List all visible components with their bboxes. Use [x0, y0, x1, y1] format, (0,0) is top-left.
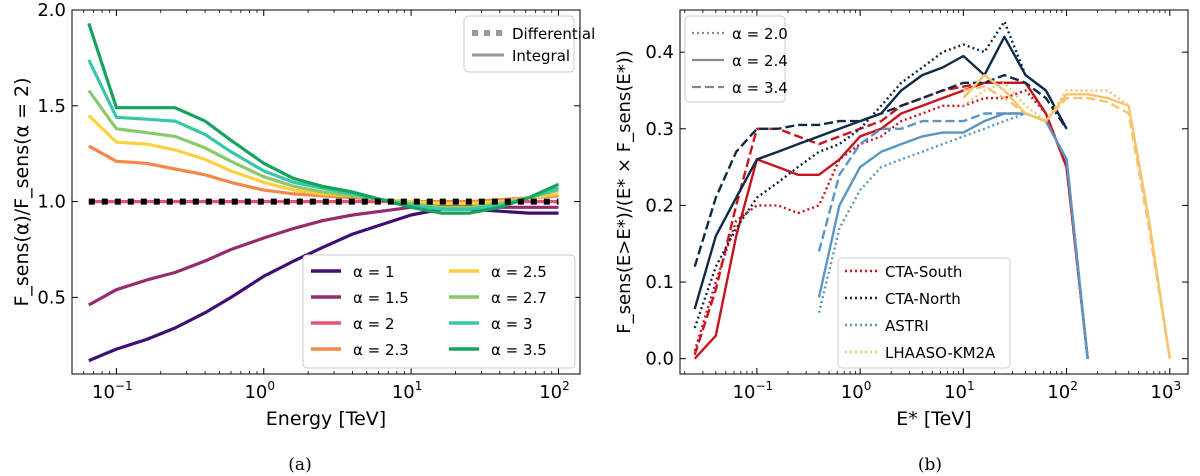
- panel-b-x-tick-label: 100: [841, 379, 872, 403]
- panel-b-instrument-legend-label: CTA-South: [885, 263, 962, 281]
- panel-a-alpha-legend-label: α = 3.5: [491, 341, 547, 359]
- panel-a-alpha-legend-label: α = 1.5: [353, 289, 409, 307]
- panel-b-series-cta-north-alpha-2-0: [693, 20, 1068, 329]
- panel-b-y-tick-label: 0.1: [645, 272, 674, 293]
- panel-a-y-tick-label: 1.0: [37, 192, 66, 213]
- panel-b-x-tick-label: 102: [1047, 379, 1078, 403]
- panel-b-caption: (b): [918, 455, 942, 475]
- panel-a-series-2-7: [87, 89, 559, 209]
- panel-a-style-legend-label: Differential: [512, 25, 595, 43]
- panel-a-x-tick-label: 102: [539, 379, 570, 403]
- panel-b-style-legend-label: α = 3.4: [732, 79, 788, 97]
- panel-b-x-tick-label: 10−1: [733, 379, 774, 403]
- panel-a-series-3-5: [87, 22, 560, 215]
- panel-a-series-3: [87, 59, 559, 211]
- panel-b-y-axis-label: F_sens(E>E*)/(E* × F_sens(E*)): [614, 50, 635, 333]
- panel-b-instrument-legend-label: LHAASO-KM2A: [885, 344, 996, 362]
- panel-b-instrument-legend-frame: [837, 257, 1011, 369]
- panel-a-y-axis-label: F_sens(α)/F_sens(α = 2): [11, 77, 33, 306]
- panel-a-y-tick-label: 1.5: [37, 96, 66, 117]
- panel-b-style-legend: α = 2.0 α = 2.4 α = 3.4: [684, 15, 788, 103]
- panel-b-style-legend-frame: [684, 15, 786, 103]
- panel-b-style-legend-label: α = 2.0: [732, 25, 788, 43]
- panel-a-y-tick-label: 2.0: [37, 0, 66, 21]
- panel-b-x-tick-label: 101: [944, 379, 975, 403]
- panel-b-y-tick-label: 0.2: [645, 195, 674, 216]
- panel-b-series-lhaaso-km2a-alpha-2-4: [962, 73, 1171, 359]
- panel-b-plot-frame: [679, 9, 1189, 375]
- panel-a-y-tick-label: 0.5: [37, 287, 66, 308]
- panel-a-alpha-legend-label: α = 2.5: [491, 263, 547, 281]
- panel-a-x-axis-label: Energy [TeV]: [266, 408, 386, 430]
- panel-a-caption: (a): [288, 455, 311, 475]
- panel-b-integral-sensitivity-chart: 10−1 100 101 102 103 0.0 0.1 0.2 0.3 0.4 E* [TeV] F…: [614, 9, 1189, 475]
- panel-a-x-tick-label: 10−1: [92, 379, 133, 403]
- panel-a-series-2-5: [87, 114, 559, 206]
- panel-b-instrument-legend-label: ASTRI: [885, 317, 929, 335]
- panel-a-plot-frame: [71, 9, 581, 375]
- panel-b-series-cta-south-alpha-2-0: [693, 89, 1089, 359]
- panel-a-x-tick-label: 101: [392, 379, 423, 403]
- panel-b-series-lhaaso-km2a-alpha-3-4: [963, 85, 1171, 359]
- panel-a-style-legend-frame: [463, 15, 575, 73]
- panel-a-alpha-legend-label: α = 1: [353, 263, 395, 281]
- panel-a-style-legend: Differential Integral: [463, 15, 595, 73]
- panel-b-x-tick-label: 103: [1151, 379, 1182, 403]
- panel-a-energy-ratio-chart: 10−1 100 101 102 0.5 1.0 1.5 2.0 Energy [TeV] F_s…: [11, 0, 595, 475]
- panel-b-instrument-legend-label: CTA-North: [885, 290, 961, 308]
- panel-a-x-tick-label: 100: [244, 379, 275, 403]
- panel-a-alpha-legend-label: α = 3: [491, 315, 533, 333]
- panel-a-style-legend-label: Integral: [512, 47, 570, 65]
- panel-b-series-cta-north-alpha-3-4: [693, 73, 1068, 268]
- panel-a-alpha-legend-label: α = 2.7: [491, 289, 547, 307]
- panel-b-x-axis-label: E* [TeV]: [896, 408, 971, 430]
- panel-b-instrument-legend: CTA-South CTA-North ASTRI LHAASO-KM2A: [837, 257, 1011, 369]
- panel-a-alpha-legend: α = 1 α = 1.5 α = 2 α = 2.3 α = 2.5 α = 2.7 α …: [302, 254, 576, 369]
- panel-b-y-tick-label: 0.4: [645, 42, 674, 63]
- panel-a-alpha-legend-label: α = 2: [353, 315, 395, 333]
- panel-b-series-astri-alpha-2-0: [817, 112, 1089, 359]
- panel-b-y-tick-label: 0.0: [645, 349, 674, 370]
- panel-b-y-tick-label: 0.3: [645, 119, 674, 140]
- panel-a-alpha-legend-label: α = 2.3: [353, 341, 409, 359]
- panel-b-style-legend-label: α = 2.4: [732, 52, 788, 70]
- panel-a-alpha-legend-frame: [302, 254, 576, 369]
